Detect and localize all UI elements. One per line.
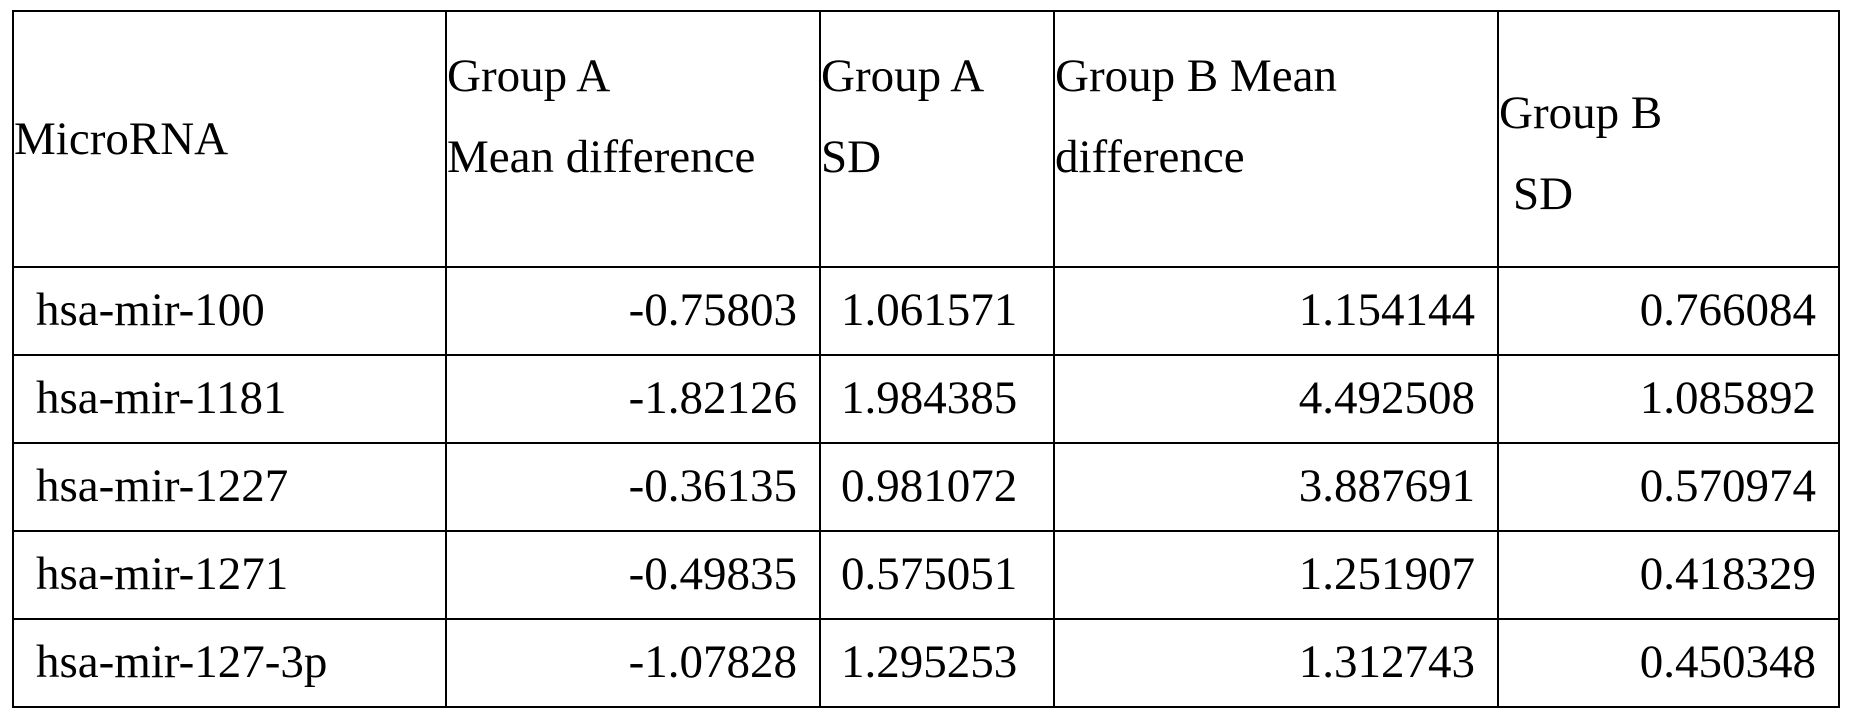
cell-group-b-sd: 0.570974	[1498, 443, 1839, 531]
header-group-a-mean-difference: Group A Mean difference	[446, 11, 820, 267]
header-group-b-sd-line1: Group B	[1499, 73, 1838, 154]
cell-group-b-mean: 1.251907	[1054, 531, 1498, 619]
cell-microrna: hsa-mir-1227	[13, 443, 446, 531]
header-group-a-sd-line2: SD	[821, 117, 1053, 198]
table-row: hsa-mir-127-3p -1.07828 1.295253 1.31274…	[13, 619, 1839, 707]
cell-microrna: hsa-mir-1271	[13, 531, 446, 619]
header-group-a-mean-line2: Mean difference	[447, 117, 819, 198]
cell-group-b-mean: 1.154144	[1054, 267, 1498, 355]
table-header-row: MicroRNA Group A Mean difference Group A…	[13, 11, 1839, 267]
header-group-a-sd: Group A SD	[820, 11, 1054, 267]
cell-group-a-mean: -1.82126	[446, 355, 820, 443]
cell-group-a-sd: 0.981072	[820, 443, 1054, 531]
cell-group-b-mean: 4.492508	[1054, 355, 1498, 443]
header-microrna: MicroRNA	[13, 11, 446, 267]
header-microrna-label: MicroRNA	[14, 99, 445, 180]
table-row: hsa-mir-100 -0.75803 1.061571 1.154144 0…	[13, 267, 1839, 355]
cell-microrna: hsa-mir-127-3p	[13, 619, 446, 707]
cell-group-a-mean: -0.36135	[446, 443, 820, 531]
header-group-b-mean-line1: Group B Mean	[1055, 36, 1497, 117]
cell-microrna: hsa-mir-100	[13, 267, 446, 355]
cell-group-b-sd: 0.766084	[1498, 267, 1839, 355]
cell-group-b-mean: 3.887691	[1054, 443, 1498, 531]
header-group-b-sd-line2: SD	[1499, 154, 1838, 235]
table-row: hsa-mir-1227 -0.36135 0.981072 3.887691 …	[13, 443, 1839, 531]
cell-group-a-sd: 0.575051	[820, 531, 1054, 619]
cell-group-a-mean: -0.49835	[446, 531, 820, 619]
table-row: hsa-mir-1181 -1.82126 1.984385 4.492508 …	[13, 355, 1839, 443]
header-group-a-sd-line1: Group A	[821, 36, 1053, 117]
table-row: hsa-mir-1271 -0.49835 0.575051 1.251907 …	[13, 531, 1839, 619]
cell-group-a-mean: -1.07828	[446, 619, 820, 707]
cell-group-a-sd: 1.295253	[820, 619, 1054, 707]
microrna-table: MicroRNA Group A Mean difference Group A…	[12, 10, 1840, 708]
header-group-b-mean-difference: Group B Mean difference	[1054, 11, 1498, 267]
cell-group-a-mean: -0.75803	[446, 267, 820, 355]
cell-group-b-sd: 0.418329	[1498, 531, 1839, 619]
cell-group-b-sd: 0.450348	[1498, 619, 1839, 707]
header-group-b-mean-line2: difference	[1055, 117, 1497, 198]
cell-group-a-sd: 1.061571	[820, 267, 1054, 355]
header-group-b-sd: Group B SD	[1498, 11, 1839, 267]
cell-group-b-mean: 1.312743	[1054, 619, 1498, 707]
cell-group-a-sd: 1.984385	[820, 355, 1054, 443]
cell-group-b-sd: 1.085892	[1498, 355, 1839, 443]
header-group-a-mean-line1: Group A	[447, 36, 819, 117]
cell-microrna: hsa-mir-1181	[13, 355, 446, 443]
